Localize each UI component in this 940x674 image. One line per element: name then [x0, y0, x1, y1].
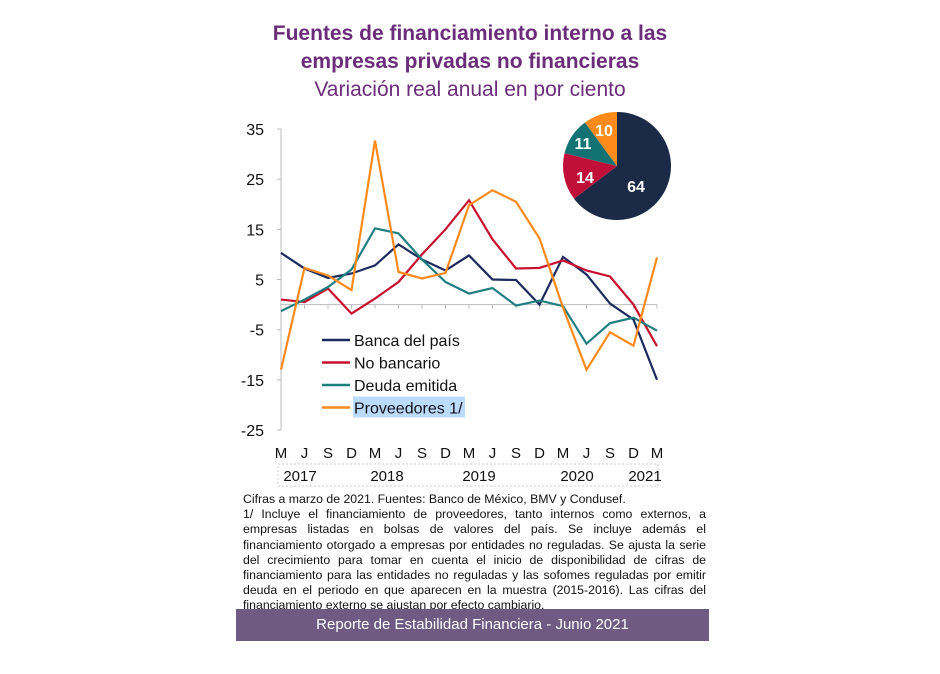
y-tick-label: 15	[246, 222, 264, 239]
pie-label: 10	[595, 123, 613, 140]
year-label: 2018	[370, 468, 403, 485]
x-tick-label: D	[628, 445, 639, 462]
y-tick-label: -5	[250, 323, 264, 340]
legend-label: Deuda emitida	[354, 378, 457, 395]
year-label: 2021	[628, 468, 661, 485]
x-tick-label: M	[275, 445, 288, 462]
y-tick-label: -15	[241, 373, 264, 390]
y-tick-label: -25	[241, 423, 264, 440]
x-tick-label: J	[301, 445, 309, 462]
year-axis-box	[277, 463, 659, 487]
series-line-2	[280, 227, 658, 346]
x-tick-label: M	[557, 445, 570, 462]
year-label: 2017	[283, 468, 316, 485]
pie-label: 64	[627, 179, 645, 196]
x-tick-label: S	[417, 445, 427, 462]
x-tick-label: J	[583, 445, 591, 462]
pie-slice	[562, 153, 617, 199]
x-tick-label: M	[463, 445, 476, 462]
y-tick-label: 5	[255, 273, 264, 290]
legend-label: No bancario	[354, 356, 440, 373]
y-tick-label: 35	[246, 122, 264, 139]
x-tick-label: J	[395, 445, 403, 462]
source-note: Cifras a marzo de 2021. Fuentes: Banco d…	[243, 492, 626, 506]
series-line-1	[280, 198, 658, 347]
x-tick-label: D	[346, 445, 357, 462]
series-line-3	[279, 140, 659, 373]
chart-title-line1: Fuentes de financiamiento interno a las	[272, 22, 668, 45]
x-tick-label: M	[369, 445, 382, 462]
legend-label: Banca del país	[354, 333, 460, 350]
legend-label: Proveedores 1/	[354, 401, 463, 418]
series-line-0	[280, 243, 659, 381]
x-tick-label: S	[323, 445, 333, 462]
report-banner: Reporte de Estabilidad Financiera - Juni…	[236, 609, 709, 641]
x-tick-label: S	[605, 445, 615, 462]
y-tick-label: 25	[246, 172, 264, 189]
year-label: 2019	[462, 468, 495, 485]
chart-title-line2: empresas privadas no financieras	[300, 50, 640, 73]
pie-slice	[574, 112, 672, 221]
chart-notes: Cifras a marzo de 2021. Fuentes: Banco d…	[243, 492, 706, 614]
x-tick-label: D	[534, 445, 545, 462]
x-tick-label: J	[489, 445, 497, 462]
pie-label: 14	[576, 170, 594, 187]
pie-label: 11	[575, 136, 592, 153]
legend-highlight	[353, 396, 465, 418]
x-tick-label: D	[440, 445, 451, 462]
pie-slice	[584, 112, 617, 166]
year-label: 2020	[560, 468, 593, 485]
x-tick-label: S	[511, 445, 521, 462]
chart-subtitle: Variación real anual en por ciento	[314, 78, 626, 101]
x-tick-label: M	[651, 445, 664, 462]
pie-slice	[564, 122, 617, 166]
footnote: 1/ Incluye el financiamiento de proveedo…	[243, 507, 706, 613]
